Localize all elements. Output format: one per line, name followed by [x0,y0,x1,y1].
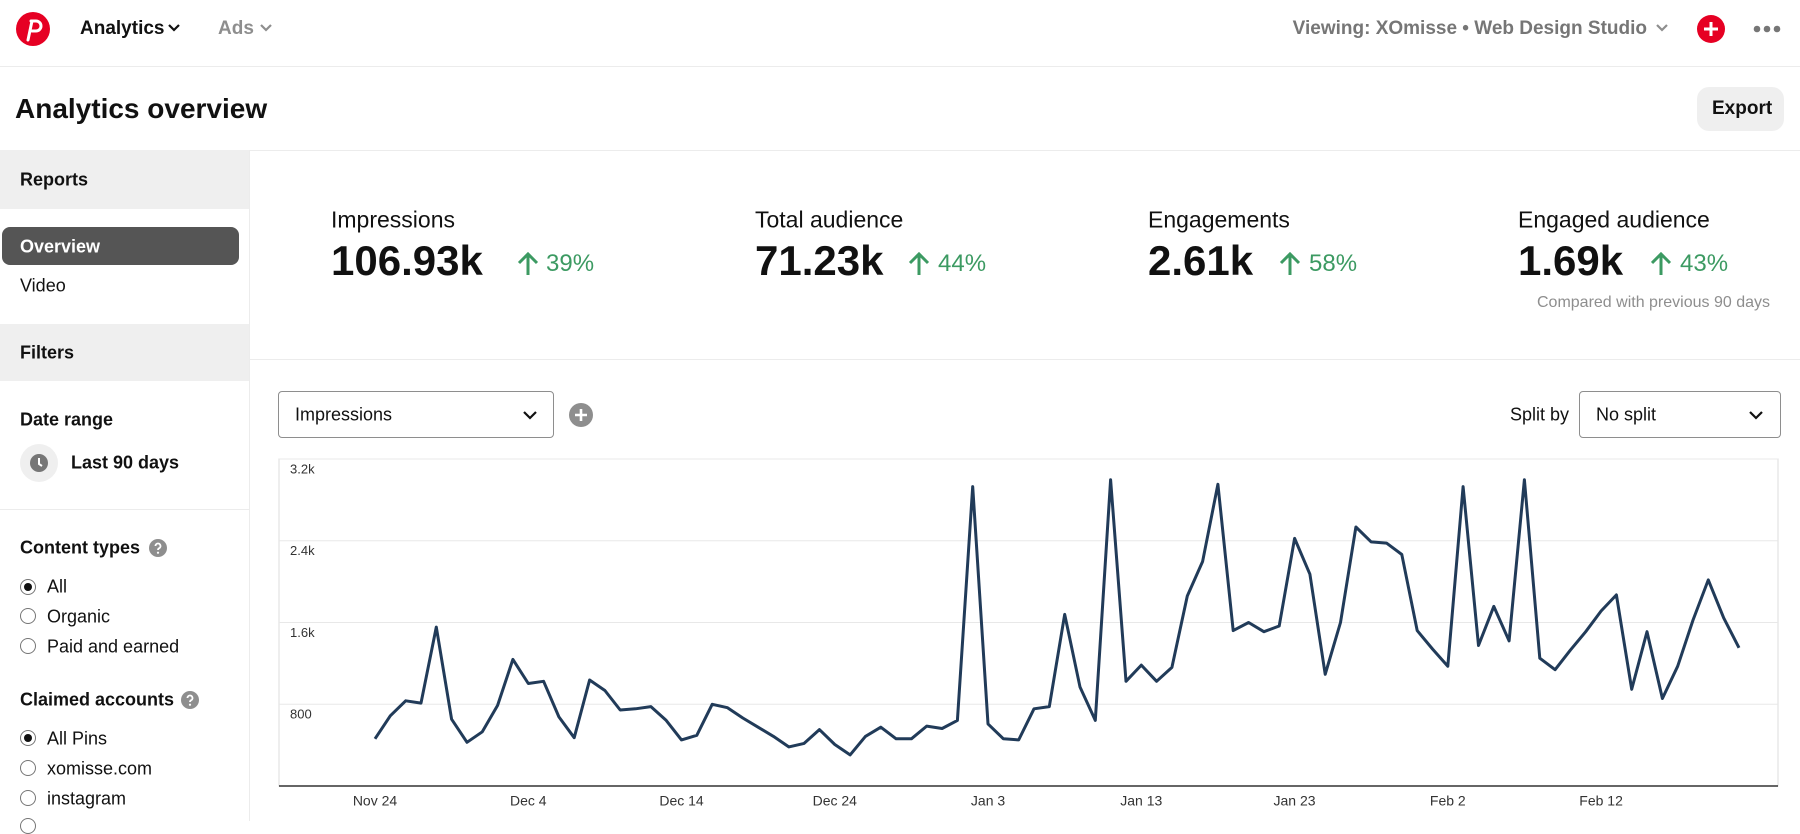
metric-label: Engagements [1148,206,1290,233]
x-tick-label: Nov 24 [353,793,398,809]
x-tick-label: Feb 2 [1430,793,1466,809]
metric-value: 106.93k [331,237,483,284]
x-tick-label: Jan 23 [1274,793,1316,809]
metric-value: 2.61k [1148,237,1254,284]
reports-band [0,150,249,209]
x-tick-label: Feb 12 [1579,793,1623,809]
chevron [168,24,180,32]
radio-label[interactable]: instagram [47,788,127,809]
radio[interactable] [20,790,36,806]
radio-label[interactable]: All Pins [47,728,108,749]
chevron [1749,411,1763,420]
create-button[interactable] [1697,15,1725,43]
report-item[interactable]: Video [20,275,66,296]
y-tick-label: 800 [290,707,312,722]
metric-change: 58% [1309,250,1358,277]
split-label: Split by [1509,404,1569,425]
chevron [523,411,537,420]
divider [0,150,1800,151]
chevron [260,24,272,32]
report-item[interactable]: Overview [20,236,101,257]
radio[interactable] [20,608,36,624]
overview-pill[interactable] [2,227,239,265]
clock-icon [20,444,58,482]
export-label[interactable]: Export [1712,98,1773,119]
metric-dropdown[interactable] [278,391,554,438]
radio-label[interactable]: xomisse.com [47,758,153,779]
radio[interactable] [20,730,36,746]
up-arrow [908,251,930,275]
nav-analytics[interactable]: Analytics [80,18,165,39]
up-arrow [1279,251,1301,275]
metric-value: 71.23k [755,237,884,284]
date-range-value[interactable]: Last 90 days [71,452,180,473]
sidebar-border [249,150,250,821]
divider [0,66,1800,67]
date-range-heading: Date range [20,409,114,430]
metric-dropdown-value[interactable]: Impressions [295,404,393,425]
x-tick-label: Jan 13 [1120,793,1162,809]
nav-ads[interactable]: Ads [218,18,254,39]
page-title: Analytics overview [15,93,268,124]
metric-label: Engaged audience [1518,206,1710,233]
help-icon[interactable] [181,691,199,709]
x-tick-label: Dec 14 [659,793,704,809]
metric-label: Impressions [331,206,455,233]
filters-band [0,324,249,381]
nav-viewing[interactable]: Viewing: XOmisse • Web Design Studio [1292,18,1647,39]
x-tick-label: Dec 4 [510,793,547,809]
pinterest-logo[interactable] [16,12,50,46]
export-button[interactable] [1697,87,1784,131]
claimed-accounts-heading: Claimed accounts [20,689,175,710]
up-arrow [517,251,539,275]
divider [0,509,249,510]
up-arrow [1650,251,1672,275]
radio[interactable] [20,818,36,834]
comparison-note: Compared with previous 90 days [1536,294,1770,311]
filters-heading: Filters [20,342,75,363]
chevron [1656,24,1668,32]
content-types-heading: Content types [20,537,141,558]
split-dropdown[interactable] [1579,391,1781,438]
y-tick-label: 2.4k [290,543,315,558]
radio[interactable] [20,579,36,595]
y-tick-label: 3.2k [290,461,315,476]
metric-value: 1.69k [1518,237,1624,284]
metric-label: Total audience [755,206,904,233]
radio-label[interactable]: All [47,576,68,597]
radio-label[interactable]: Organic [47,606,111,627]
metric-change: 43% [1680,250,1729,277]
data-line [373,478,1741,757]
radio[interactable] [20,760,36,776]
metric-change: 44% [938,250,987,277]
y-tick-label: 1.6k [290,625,315,640]
divider [250,359,1800,360]
more-button[interactable] [1752,22,1782,36]
radio[interactable] [20,638,36,654]
add-metric-button[interactable] [569,403,593,427]
x-tick-label: Dec 24 [813,793,858,809]
reports-heading: Reports [20,169,89,190]
help-icon[interactable] [149,539,167,557]
metric-change: 39% [546,250,595,277]
x-tick-label: Jan 3 [971,793,1005,809]
split-dropdown-value[interactable]: No split [1596,404,1657,425]
radio-label[interactable]: Paid and earned [47,636,180,657]
